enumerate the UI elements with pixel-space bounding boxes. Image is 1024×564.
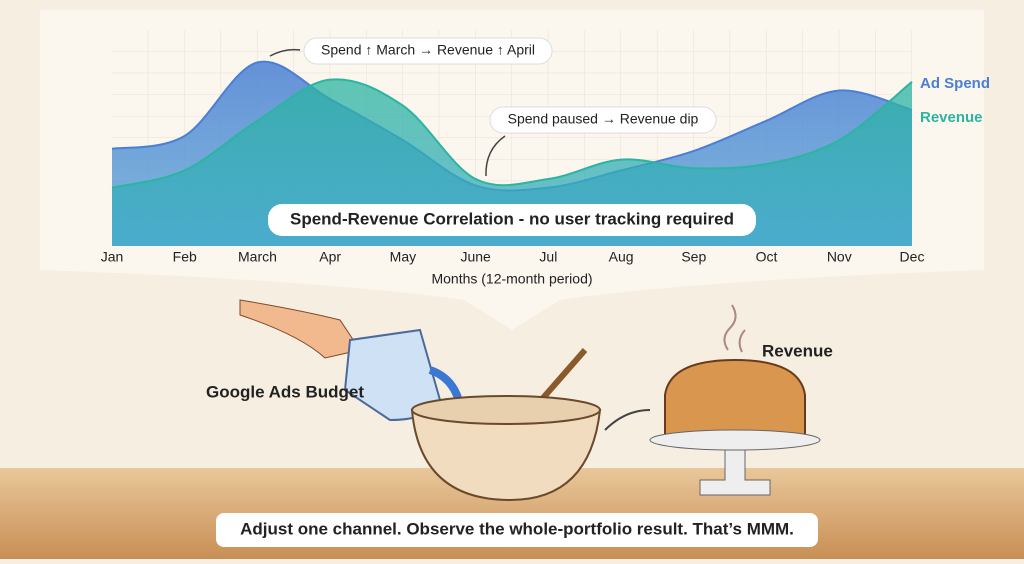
annotation: Spend paused → Revenue dip (508, 111, 699, 127)
x-tick-label: May (390, 249, 416, 265)
banner: Spend-Revenue Correlation - no user trac… (290, 209, 734, 228)
cake-stand (649, 429, 821, 451)
output-label: Revenue (762, 341, 833, 360)
annotation: Spend ↑ March → Revenue ↑ April (321, 42, 535, 58)
legend-label: Revenue (920, 109, 983, 126)
cake-stand-base (699, 449, 771, 496)
input-label: Google Ads Budget (206, 382, 364, 401)
x-tick-label: Jul (539, 249, 557, 265)
steam (723, 304, 746, 353)
arrow (604, 409, 651, 431)
x-tick-label: Nov (827, 249, 852, 265)
line (111, 78, 913, 189)
annotation-box (489, 106, 717, 134)
x-tick-label: March (238, 249, 277, 265)
x-tick-label: Apr (319, 249, 341, 265)
cake (664, 358, 806, 443)
annotation-box (303, 37, 553, 65)
x-tick-label: Sep (681, 249, 706, 265)
bowl (410, 409, 602, 502)
caption: Adjust one channel. Observe the whole-po… (240, 519, 794, 538)
x-tick-label: Oct (756, 249, 778, 265)
x-axis-label: Months (12-month period) (431, 271, 592, 287)
banner-box (268, 204, 756, 236)
x-tick-label: Aug (609, 249, 634, 265)
hand (239, 299, 361, 359)
legend-label: Ad Spend (920, 75, 990, 92)
arrow (485, 135, 506, 177)
x-tick-label: Jan (101, 249, 124, 265)
caption-box (216, 513, 818, 547)
x-tick-label: Feb (173, 249, 197, 265)
x-tick-label: Dec (900, 249, 925, 265)
arrow (269, 48, 301, 57)
x-tick-label: June (460, 249, 491, 265)
bowl-rim (411, 395, 601, 425)
